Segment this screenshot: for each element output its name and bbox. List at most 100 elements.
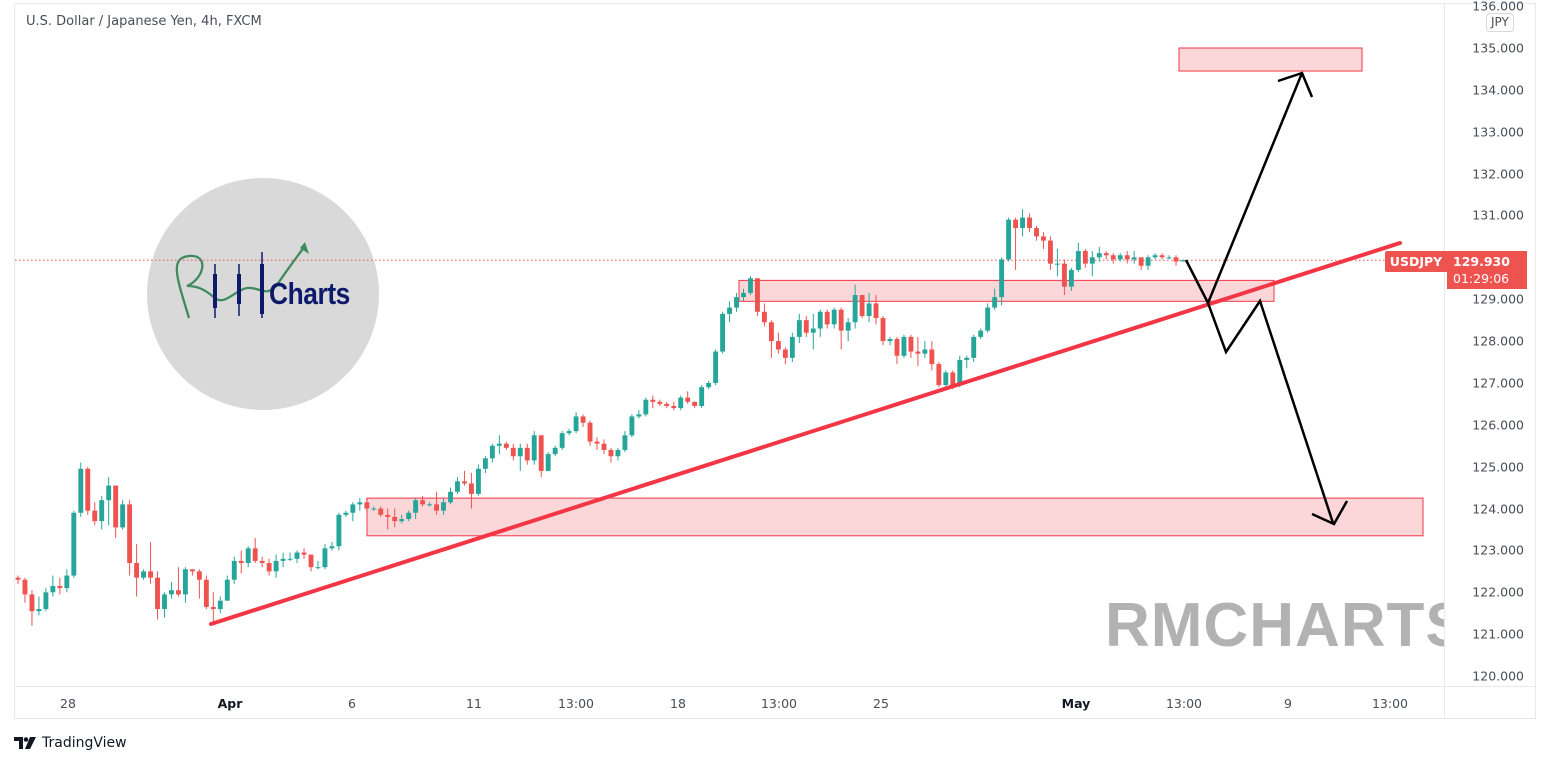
candle (838, 309, 844, 331)
candle (301, 552, 307, 555)
candle (552, 447, 558, 455)
candle (322, 548, 328, 568)
candle (50, 586, 56, 593)
candle (741, 292, 746, 298)
candle (1138, 257, 1144, 266)
candle (266, 563, 272, 572)
currency-badge[interactable]: JPY (1486, 13, 1514, 32)
candle (678, 397, 684, 409)
candle (1166, 257, 1172, 259)
bar-countdown: 01:29:06 (1453, 271, 1510, 286)
candle (796, 320, 802, 337)
candle (915, 351, 921, 354)
candle (413, 500, 419, 513)
candle (217, 600, 223, 610)
candle (866, 303, 872, 316)
logo-text: Charts (269, 276, 350, 311)
time-tick: May (1061, 696, 1091, 711)
candle (936, 364, 942, 386)
candle (113, 485, 119, 528)
candle (280, 558, 286, 561)
candle (462, 481, 467, 484)
candle (1082, 251, 1088, 264)
candle (189, 569, 195, 572)
candle (169, 590, 174, 595)
time-tick: 25 (873, 696, 889, 711)
price-axis[interactable]: 136.000 135.000 134.000 133.000 132.000 131.0… (1444, 0, 1536, 686)
candle (378, 508, 384, 515)
candle (775, 341, 781, 350)
tradingview-footer[interactable]: TradingView (14, 735, 127, 751)
price-tick: 133.000 (1472, 124, 1524, 140)
candle (1096, 253, 1102, 258)
last-price-value: 129.930 (1453, 254, 1510, 269)
candle (176, 590, 181, 595)
candle (162, 594, 167, 610)
candle (99, 500, 105, 522)
candle (817, 311, 823, 329)
candle (985, 307, 991, 331)
candle (434, 504, 440, 511)
candle (287, 558, 293, 560)
candle (755, 278, 760, 312)
candle (594, 441, 600, 444)
candle (880, 318, 886, 342)
chart-plot-area[interactable]: Charts RMCHARTS (15, 4, 1444, 686)
candle (1117, 255, 1123, 260)
time-tick: 9 (1284, 696, 1292, 711)
candlestick-chart (15, 47, 1444, 626)
candle (999, 259, 1005, 298)
candle (950, 372, 956, 386)
candle (141, 571, 147, 578)
candle (1041, 236, 1046, 241)
candle (489, 445, 495, 459)
candle (531, 435, 537, 461)
candle (1124, 255, 1130, 260)
price-tick: 129.000 (1472, 291, 1524, 307)
candle (734, 297, 739, 308)
candle (699, 387, 705, 406)
candle (559, 433, 565, 448)
candle (496, 443, 502, 446)
candle (364, 502, 370, 509)
candle (357, 502, 363, 505)
time-tick: 13:00 (760, 696, 798, 711)
candle (1048, 240, 1053, 264)
candle (1103, 253, 1109, 256)
candle (469, 483, 474, 494)
candle (524, 447, 530, 461)
candle (1013, 219, 1019, 229)
candle (517, 447, 523, 457)
time-axis[interactable]: 28 Apr 6 11 13:00 18 13:00 25 May 13:00 9 13:00 (15, 686, 1535, 719)
candle (57, 586, 63, 589)
bullish-arrow (1184, 72, 1304, 306)
candle (238, 560, 244, 564)
candle (1006, 219, 1012, 260)
candle (1020, 217, 1025, 229)
candle (510, 447, 516, 457)
price-tick: 134.000 (1472, 82, 1524, 98)
watermark: RMCHARTS (1105, 591, 1444, 660)
candle (650, 399, 656, 402)
candle (1145, 257, 1151, 266)
candle (64, 575, 70, 589)
candle (908, 336, 914, 352)
candle (1131, 257, 1137, 260)
candle (789, 336, 795, 358)
rmcharts-logo: Charts (147, 178, 379, 410)
candle (671, 405, 677, 409)
candle (36, 609, 42, 612)
candle (315, 567, 321, 569)
candle (85, 468, 91, 511)
candle (385, 514, 391, 517)
candle (845, 322, 851, 331)
price-tick: 120.000 (1472, 668, 1524, 684)
axis-corner (1444, 687, 1445, 719)
time-tick: 11 (466, 696, 482, 711)
candle (761, 311, 767, 323)
price-tick: 121.000 (1472, 626, 1524, 642)
candle (273, 560, 279, 572)
trendline (209, 241, 1402, 626)
candle (259, 560, 265, 564)
candle (608, 449, 614, 457)
